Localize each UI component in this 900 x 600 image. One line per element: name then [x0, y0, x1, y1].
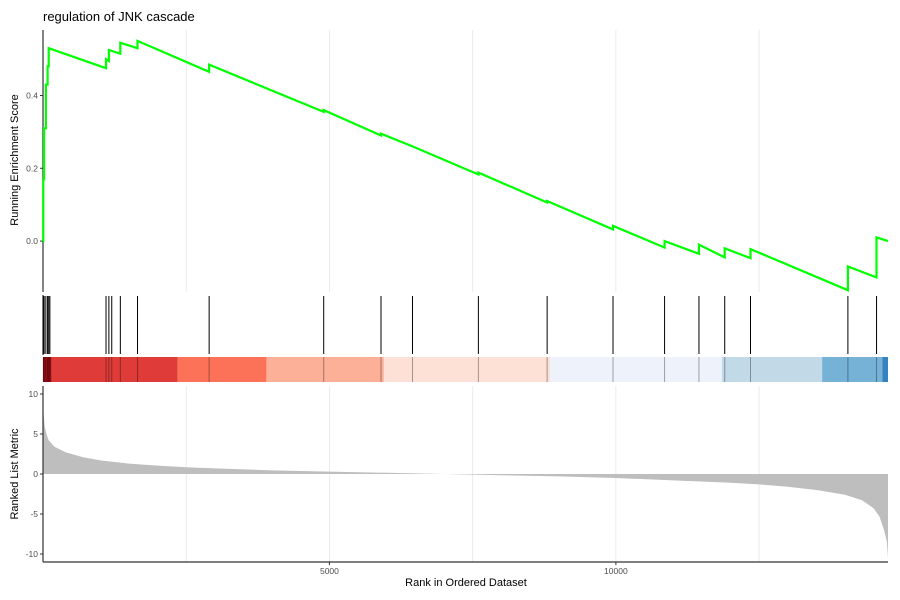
es-y-tick-label: 0.4 [26, 91, 38, 101]
rank-color-segment [882, 357, 888, 382]
rank-y-tick-label: 10 [29, 389, 39, 399]
running-enrichment-score-line [42, 39, 889, 292]
es-y-axis-title: Running Enrichment Score [9, 94, 21, 225]
chart-title: regulation of JNK cascade [43, 9, 195, 24]
rank-color-segment [383, 357, 550, 382]
es-y-tick-label: 0.0 [26, 236, 38, 246]
ranked-list-metric-area [43, 398, 888, 558]
rank-color-segment [822, 357, 883, 382]
rank-y-tick-label: -5 [30, 509, 38, 519]
x-tick-label: 10000 [604, 566, 628, 576]
rank-color-segment [43, 357, 52, 382]
enrichment-score-panel: 0.0 0.2 0.4 Running Enrichment Score [9, 30, 889, 292]
rank-y-tick-label: -10 [26, 549, 39, 559]
x-tick-label: 5000 [320, 566, 339, 576]
rank-color-segment [51, 357, 178, 382]
x-axis-title: Rank in Ordered Dataset [405, 577, 527, 589]
rank-color-segment [177, 357, 267, 382]
ranked-list-panel: -10 -5 0 5 10 5000 10000 Ranked List Metric R… [9, 386, 888, 589]
rank-color-segment [721, 357, 823, 382]
rank-color-segment [266, 357, 384, 382]
rank-color-segment [550, 357, 722, 382]
gene-hits-panel [42, 295, 878, 355]
rank-color-bar [42, 357, 888, 382]
rank-y-tick-label: 0 [33, 469, 38, 479]
rank-y-axis-title: Ranked List Metric [9, 428, 21, 520]
es-y-tick-label: 0.2 [26, 163, 38, 173]
rank-y-tick-label: 5 [33, 429, 38, 439]
